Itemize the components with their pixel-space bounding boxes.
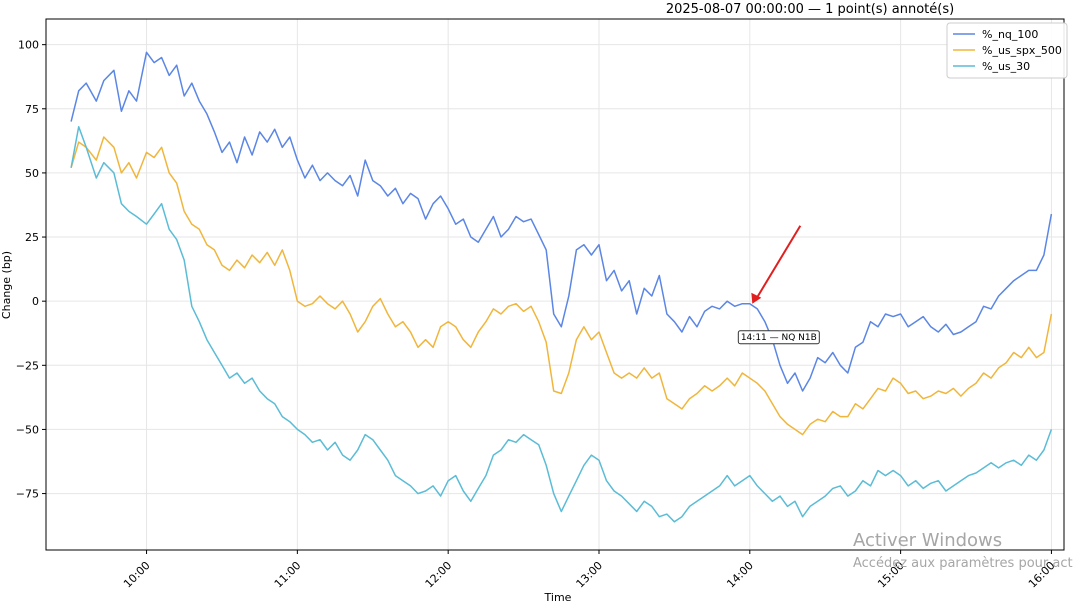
annotation-label: 14:11 — NQ N1B	[741, 333, 817, 343]
y-tick-label: 75	[25, 103, 39, 116]
y-tick-label: −25	[16, 359, 39, 372]
series-line-nq-100	[70, 51, 1053, 392]
x-tick-label: 13:00	[573, 559, 605, 591]
series-line-us-spx-500	[70, 136, 1053, 436]
y-tick-label: 100	[18, 39, 39, 52]
x-tick-label: 11:00	[272, 559, 304, 591]
y-tick-label: −50	[16, 423, 39, 436]
legend: %_nq_100 %_us_spx_500 %_us_30	[946, 22, 1068, 79]
legend-entry: %_us_spx_500	[982, 44, 1062, 57]
y-tick-label: 25	[25, 231, 39, 244]
legend-box	[946, 22, 1068, 79]
y-tick-label: 50	[25, 167, 39, 180]
annotation: 14:11 — NQ N1B	[737, 225, 820, 345]
x-axis-label: Time	[544, 591, 572, 604]
y-axis-ticks: 100 75 50 25 0 −25 −50 −75	[16, 39, 46, 501]
y-tick-label: 0	[32, 295, 39, 308]
x-tick-label: 14:00	[724, 559, 756, 591]
legend-entry: %_nq_100	[982, 28, 1038, 41]
y-tick-label: −75	[16, 488, 39, 501]
series-lines	[70, 51, 1053, 523]
series-line-us-30	[70, 125, 1053, 523]
annotation-arrowhead	[751, 292, 762, 304]
legend-entry: %_us_30	[982, 60, 1030, 73]
windows-watermark-title: Activer Windows	[853, 530, 1002, 551]
grid	[46, 19, 1064, 550]
plot-frame	[45, 18, 1065, 551]
x-tick-label: 12:00	[423, 559, 455, 591]
chart-title: 2025-08-07 00:00:00 — 1 point(s) annoté(…	[666, 2, 954, 17]
annotation-arrow	[755, 225, 802, 300]
windows-watermark-subtitle: Accédez aux paramètres pour act	[853, 556, 1073, 571]
x-tick-label: 10:00	[121, 559, 153, 591]
y-axis-label: Change (bp)	[0, 251, 13, 319]
annotation-label-box	[737, 330, 820, 345]
